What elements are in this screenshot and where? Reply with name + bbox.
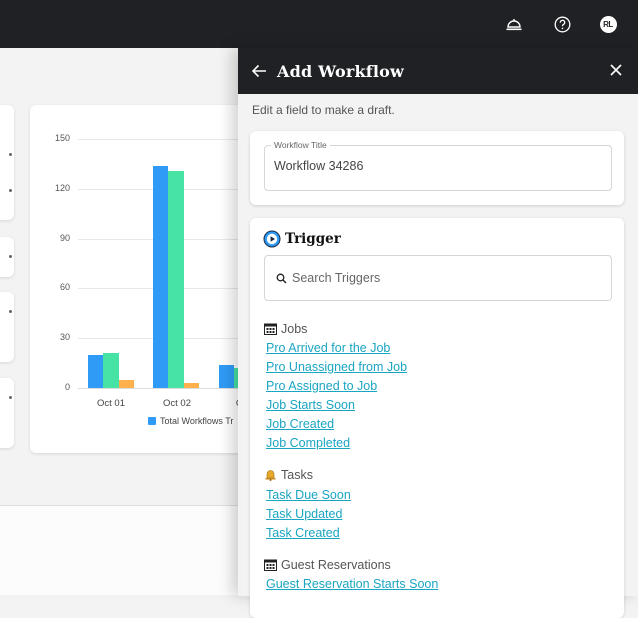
bar[interactable] xyxy=(153,166,168,388)
search-triggers-input[interactable] xyxy=(292,271,592,285)
trigger-task-updated[interactable]: Task Updated xyxy=(266,507,343,521)
trigger-heading: Trigger xyxy=(263,230,341,248)
trigger-guest-reservation-starts-soon[interactable]: Guest Reservation Starts Soon xyxy=(266,577,439,591)
draft-hint: Edit a field to make a draft. xyxy=(252,103,395,117)
trigger-pro-arrived[interactable]: Pro Arrived for the Job xyxy=(266,341,391,355)
group-guest-reservations: Guest Reservations xyxy=(264,558,391,572)
service-bell-icon xyxy=(506,19,522,31)
workflow-title-label: Workflow Title xyxy=(271,140,330,150)
service-bell-button[interactable] xyxy=(502,12,526,36)
y-tick: 120 xyxy=(54,183,70,193)
trigger-job-created[interactable]: Job Created xyxy=(266,417,335,431)
x-tick: Oct 01 xyxy=(97,398,125,409)
top-nav-bar: RL xyxy=(0,0,638,48)
bar[interactable] xyxy=(88,355,103,388)
legend-label: Total Workflows Tr xyxy=(160,416,234,426)
x-tick: Oct 02 xyxy=(163,398,191,409)
stat-card xyxy=(0,105,14,220)
drawer-header: Add Workflow xyxy=(238,48,638,94)
add-workflow-drawer: Add Workflow Edit a field to make a draf… xyxy=(238,48,638,618)
trigger-task-due-soon[interactable]: Task Due Soon xyxy=(266,488,351,502)
workflows-chart-card: 150 120 90 60 30 0 Oct 01 Oct 02 Oc xyxy=(30,105,270,453)
stat-card xyxy=(0,237,14,277)
bell-icon xyxy=(265,470,276,481)
calendar-icon xyxy=(264,323,277,335)
stat-card xyxy=(0,292,14,362)
stat-card xyxy=(0,378,14,448)
trigger-pro-unassigned[interactable]: Pro Unassigned from Job xyxy=(266,360,408,374)
trigger-job-starts-soon[interactable]: Job Starts Soon xyxy=(266,398,355,412)
help-button[interactable] xyxy=(550,12,574,36)
close-icon[interactable] xyxy=(608,62,624,78)
avatar: RL xyxy=(599,15,617,33)
bottom-panel xyxy=(0,505,240,595)
bar[interactable] xyxy=(184,383,199,388)
trigger-pro-assigned[interactable]: Pro Assigned to Job xyxy=(266,379,378,393)
drawer-title: Add Workflow xyxy=(277,61,405,81)
y-tick: 60 xyxy=(59,282,70,292)
bar[interactable] xyxy=(119,380,134,388)
bar[interactable] xyxy=(103,353,119,388)
chart-legend[interactable]: Total Workflows Tr xyxy=(148,416,233,426)
bar[interactable] xyxy=(219,365,234,388)
bar[interactable] xyxy=(168,171,184,388)
trigger-card: Trigger Jobs Pro Arrived for the Job Pro… xyxy=(250,218,624,618)
help-circle-icon xyxy=(554,16,570,32)
y-tick: 0 xyxy=(64,382,70,392)
calendar-icon xyxy=(264,559,277,571)
group-tasks: Tasks xyxy=(264,468,313,482)
workflow-title-input[interactable] xyxy=(274,159,594,173)
y-tick: 150 xyxy=(54,133,70,143)
workflow-title-field[interactable]: Workflow Title xyxy=(264,140,612,191)
play-circle-icon xyxy=(263,230,281,248)
bars-area xyxy=(30,105,270,388)
user-menu-button[interactable]: RL xyxy=(596,12,620,36)
trigger-job-completed[interactable]: Job Completed xyxy=(266,436,351,450)
workflow-title-card: Workflow Title xyxy=(250,131,624,205)
y-tick: 30 xyxy=(59,332,70,342)
legend-swatch xyxy=(148,417,156,425)
y-tick: 90 xyxy=(59,233,70,243)
back-arrow-icon[interactable] xyxy=(251,64,267,78)
search-triggers-field[interactable] xyxy=(264,255,612,301)
search-icon xyxy=(276,273,287,283)
trigger-task-created[interactable]: Task Created xyxy=(266,526,340,540)
group-jobs: Jobs xyxy=(264,322,307,336)
